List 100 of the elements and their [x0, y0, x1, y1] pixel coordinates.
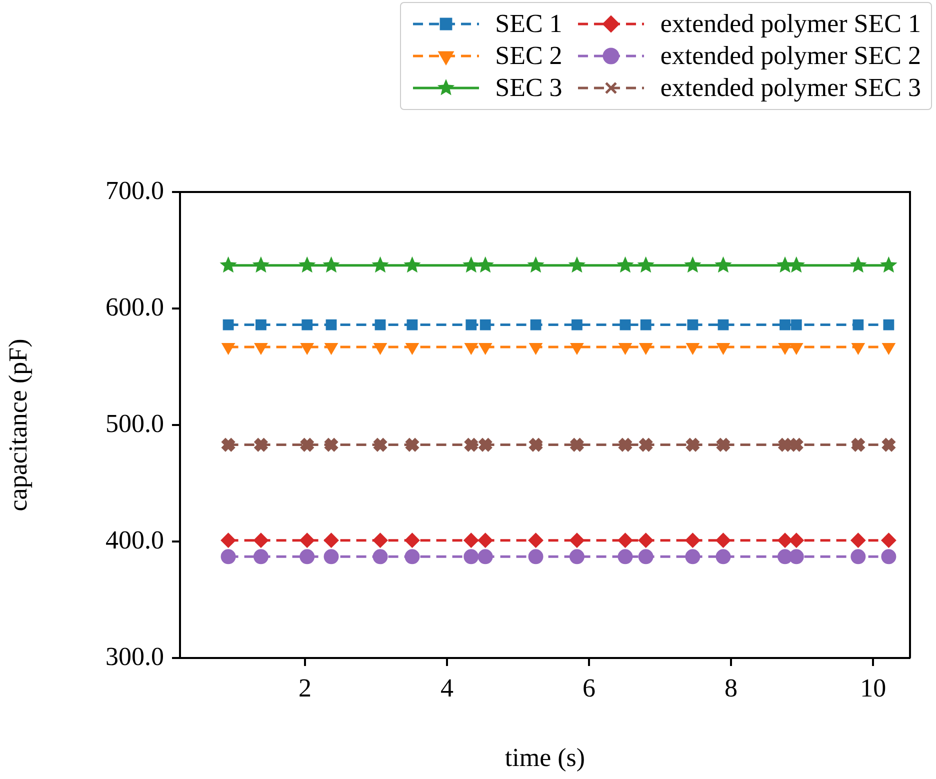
- legend-label: SEC 3: [495, 73, 562, 103]
- point: [620, 319, 631, 330]
- point: [220, 256, 237, 273]
- point: [568, 256, 586, 273]
- point: [881, 549, 896, 564]
- point: [326, 319, 337, 330]
- point: [252, 256, 270, 273]
- point: [374, 319, 386, 330]
- y-tick-label: 700.0: [106, 176, 164, 205]
- point: [477, 436, 494, 453]
- point: [618, 532, 633, 548]
- point: [638, 436, 654, 453]
- point: [323, 436, 340, 453]
- point: [569, 436, 585, 453]
- point: [684, 256, 702, 273]
- point: [220, 436, 236, 453]
- point: [718, 319, 729, 330]
- point: [880, 436, 897, 453]
- point: [528, 532, 544, 548]
- point: [716, 532, 731, 548]
- point: [569, 549, 584, 564]
- y-tick-label: 300.0: [106, 642, 164, 671]
- point: [716, 549, 731, 564]
- point: [788, 256, 805, 273]
- point: [714, 256, 732, 273]
- point: [253, 549, 268, 564]
- point: [850, 549, 866, 564]
- point: [528, 549, 544, 564]
- point: [572, 319, 582, 330]
- point: [640, 319, 652, 330]
- point: [569, 532, 584, 548]
- point: [616, 256, 634, 273]
- point: [324, 532, 339, 548]
- point: [850, 532, 866, 548]
- point: [685, 532, 700, 548]
- point: [372, 436, 388, 453]
- point: [404, 436, 420, 453]
- legend-label: extended polymer SEC 1: [660, 9, 921, 39]
- point: [299, 436, 316, 453]
- point: [463, 436, 480, 453]
- x-tick-label: 8: [724, 673, 738, 702]
- point: [298, 256, 316, 273]
- point: [478, 532, 493, 548]
- point: [881, 532, 896, 548]
- point: [780, 319, 790, 330]
- point: [788, 532, 804, 548]
- point: [684, 436, 701, 453]
- legend-label: extended polymer SEC 3: [660, 73, 921, 103]
- point: [324, 549, 339, 564]
- point: [476, 256, 494, 273]
- point: [256, 319, 266, 330]
- y-tick-label: 500.0: [106, 408, 164, 438]
- point: [466, 319, 477, 330]
- legend-label: SEC 2: [495, 41, 562, 71]
- point: [850, 436, 866, 453]
- legend-label: extended polymer SEC 2: [660, 41, 921, 71]
- point: [850, 256, 867, 273]
- point: [638, 549, 654, 564]
- point: [300, 532, 315, 548]
- point: [464, 532, 479, 548]
- point: [637, 256, 654, 273]
- point: [478, 549, 493, 564]
- point: [253, 532, 268, 548]
- point: [302, 319, 313, 330]
- y-tick-label: 600.0: [106, 292, 164, 322]
- point: [462, 256, 480, 273]
- point: [715, 436, 732, 453]
- point: [530, 319, 542, 330]
- x-tick-label: 6: [582, 673, 596, 702]
- point: [406, 319, 418, 330]
- point: [852, 319, 864, 330]
- point: [617, 436, 634, 453]
- point: [372, 549, 388, 564]
- point: [788, 549, 804, 564]
- point: [790, 319, 802, 330]
- point: [480, 319, 491, 330]
- point: [685, 549, 700, 564]
- point: [527, 256, 544, 273]
- point: [618, 549, 633, 564]
- point: [880, 256, 898, 273]
- point: [638, 532, 654, 548]
- point: [777, 436, 793, 453]
- x-tick-label: 4: [440, 673, 454, 702]
- legend-label: SEC 1: [495, 9, 562, 39]
- point: [687, 319, 698, 330]
- point: [404, 532, 420, 548]
- point: [404, 549, 420, 564]
- point: [778, 532, 793, 548]
- point: [464, 549, 479, 564]
- x-tick-label: 2: [298, 673, 312, 702]
- point: [883, 319, 894, 330]
- point: [300, 549, 315, 564]
- point: [222, 319, 234, 330]
- point: [528, 436, 544, 453]
- point: [322, 256, 340, 273]
- x-axis-title: time (s): [504, 743, 586, 772]
- y-tick-label: 400.0: [106, 525, 164, 554]
- point: [220, 532, 236, 548]
- x-tick-label: 10: [860, 673, 886, 702]
- point: [253, 436, 269, 453]
